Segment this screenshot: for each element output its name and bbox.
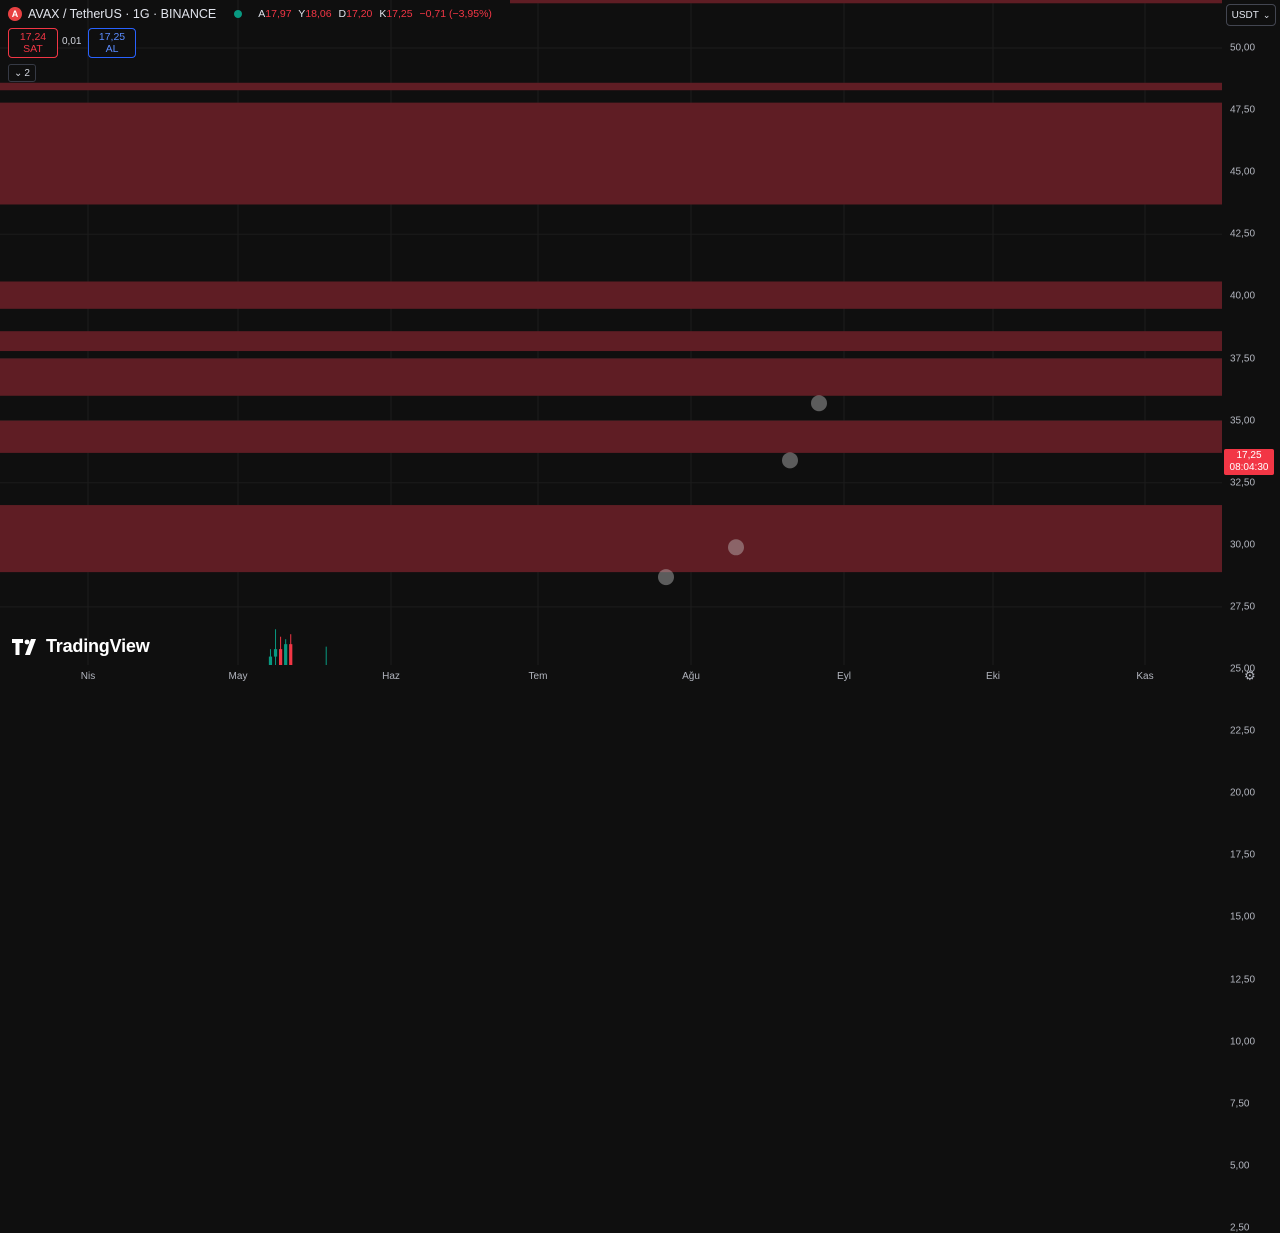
price-tick-label: 42,50 — [1230, 228, 1256, 240]
price-tick-label: 45,00 — [1230, 166, 1256, 178]
change-value: −0,71 (−3,95%) — [419, 8, 492, 20]
time-tick-label: Kas — [1136, 671, 1154, 682]
price-tick-label: 2,50 — [1230, 1222, 1250, 1233]
projection-point — [782, 452, 798, 469]
zone-bands — [0, 0, 1222, 573]
market-open-icon — [234, 10, 243, 18]
buy-label: AL — [105, 43, 119, 55]
candle — [289, 634, 293, 665]
resistance-zone — [0, 358, 1222, 396]
projection-point — [728, 539, 744, 556]
resistance-zone — [0, 505, 1222, 573]
sell-button[interactable]: 17,24 SAT — [8, 28, 58, 58]
currency-label: USDT — [1231, 9, 1259, 21]
price-tick-label: 50,00 — [1230, 42, 1256, 54]
symbol-header: A AVAX / TetherUS · 1G · BINANCE A17,97 … — [8, 5, 496, 23]
time-tick-label: Tem — [528, 671, 548, 682]
time-axis[interactable]: Nis May Haz Tem Ağu Eyl Eki Kas — [0, 665, 1222, 689]
resistance-zone — [0, 420, 1222, 453]
close-value: 17,25 — [386, 8, 413, 20]
price-chart[interactable] — [0, 0, 1222, 665]
ohlc-values: A17,97 Y18,06 D17,20 K17,25 −0,71 (−3,95… — [258, 8, 496, 20]
gear-icon[interactable]: ⚙ — [1244, 668, 1256, 683]
candle-body — [273, 649, 278, 657]
price-tick-label: 35,00 — [1230, 415, 1256, 427]
price-tick-label: 20,00 — [1230, 787, 1256, 799]
time-tick-label: Eyl — [837, 671, 851, 682]
low-label: D — [338, 8, 347, 20]
indicator-count: 2 — [24, 67, 30, 79]
time-tick-label: Nis — [80, 671, 96, 682]
resistance-zone — [0, 281, 1222, 309]
open-label: A — [258, 8, 266, 20]
price-tick-label: 5,00 — [1230, 1160, 1250, 1172]
chevron-down-icon: ⌄ — [14, 67, 23, 79]
price-tick-label: 27,50 — [1230, 601, 1256, 613]
price-tick-label: 37,50 — [1230, 353, 1256, 364]
price-tick-label: 15,00 — [1230, 911, 1256, 923]
price-axis[interactable]: 50,00 47,50 45,00 42,50 40,00 37,50 35,00 32,50… — [1222, 0, 1280, 1233]
currency-select[interactable]: USDT ⌄ — [1226, 4, 1276, 26]
time-tick-label: Ağu — [682, 671, 700, 682]
buy-button[interactable]: 17,25 AL — [88, 28, 136, 58]
candle-body — [289, 644, 293, 665]
candle — [273, 629, 278, 665]
price-tick-label: 17,50 — [1230, 849, 1256, 861]
logo-text: TradingView — [46, 636, 150, 656]
sell-label: SAT — [23, 43, 43, 55]
bar-countdown: 08:04:30 — [1229, 462, 1269, 473]
resistance-zone — [0, 102, 1222, 205]
resistance-zone — [510, 0, 1222, 4]
resistance-zone — [0, 331, 1222, 352]
tradingview-logo[interactable]: TradingView — [12, 636, 150, 657]
resistance-zone — [0, 82, 1222, 91]
candle-series — [268, 629, 327, 665]
low-value: 17,20 — [346, 8, 373, 20]
indicator-collapse-button[interactable]: ⌄ 2 — [8, 64, 36, 82]
close-label: K — [379, 8, 387, 20]
high-value: 18,06 — [305, 8, 332, 20]
buy-price: 17,25 — [98, 31, 126, 43]
symbol-title[interactable]: AVAX / TetherUS · 1G · BINANCE — [28, 7, 217, 21]
price-tick-label: 30,00 — [1230, 539, 1256, 551]
spread-value: 0,01 — [62, 36, 82, 47]
projection-point — [811, 395, 827, 412]
candle — [268, 649, 273, 665]
open-value: 17,97 — [265, 8, 292, 20]
price-tick-label: 22,50 — [1230, 725, 1256, 737]
avax-icon[interactable]: A — [8, 7, 22, 21]
price-tick-label: 12,50 — [1230, 974, 1256, 985]
candle-body — [268, 656, 273, 665]
chevron-down-icon: ⌄ — [1262, 9, 1271, 20]
sell-price: 17,24 — [19, 31, 47, 43]
candle — [279, 636, 283, 665]
time-tick-label: May — [228, 671, 248, 682]
tradingview-logo-icon — [12, 638, 36, 655]
candle-body — [284, 644, 288, 665]
projection-point — [658, 569, 674, 586]
last-price-tag: 17,25 08:04:30 — [1224, 449, 1274, 475]
candle — [284, 639, 288, 665]
candle-body — [279, 649, 283, 665]
high-label: Y — [298, 8, 306, 20]
projection-points — [658, 395, 827, 586]
price-tick-label: 32,50 — [1230, 477, 1256, 489]
candle — [325, 646, 327, 665]
time-tick-label: Eki — [986, 671, 1000, 682]
last-price: 17,25 — [1236, 450, 1262, 461]
price-tick-label: 7,50 — [1230, 1098, 1250, 1110]
price-tick-label: 40,00 — [1230, 290, 1256, 302]
price-tick-label: 10,00 — [1230, 1036, 1256, 1048]
time-tick-label: Haz — [382, 671, 400, 682]
price-tick-label: 25,00 — [1230, 663, 1256, 675]
price-tick-label: 47,50 — [1230, 104, 1256, 116]
